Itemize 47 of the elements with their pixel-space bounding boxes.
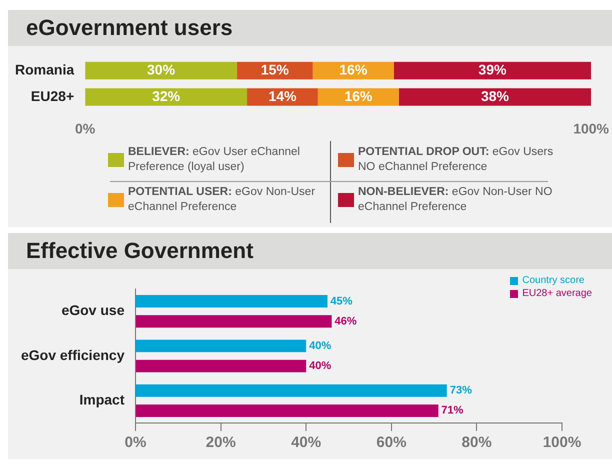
data-label: 40% [309, 340, 332, 352]
data-label: 15% [260, 61, 290, 78]
legend-label: Country score [522, 275, 584, 286]
y-tick-label: eGov use [61, 302, 125, 318]
data-label: 30% [147, 61, 176, 78]
x-tick-label: 0% [124, 434, 146, 452]
bar [136, 404, 438, 417]
data-label: 46% [334, 315, 357, 328]
legend-label: BELIEVER: eGov User eChannel Preference (loyal user) [128, 146, 300, 173]
chart-title: eGovernment users [8, 10, 612, 46]
data-label: 39% [478, 61, 507, 78]
bar [136, 315, 332, 328]
bar [394, 62, 592, 80]
bar [398, 88, 592, 106]
legend-label: EU28+ average [522, 288, 592, 299]
x-tick-label: 60% [376, 434, 406, 452]
data-label: 16% [339, 61, 368, 78]
y-tick-label: eGov efficiency [20, 346, 125, 363]
x-tick-label: 80% [462, 434, 492, 452]
x-tick-label: 20% [206, 434, 236, 452]
data-label: 73% [450, 384, 472, 397]
bar [136, 295, 328, 308]
data-label: 71% [441, 404, 464, 417]
bar [85, 62, 237, 80]
bar [318, 88, 399, 106]
legend-label: POTENTIAL DROP OUT: eGov Users NO eChannel Preference [358, 146, 554, 173]
y-tick-label: EU28+ [30, 88, 74, 104]
bar [136, 384, 447, 397]
bar [136, 360, 306, 372]
bar [247, 88, 318, 106]
data-label: 40% [309, 360, 332, 372]
data-label: 45% [330, 295, 353, 308]
bar [136, 340, 306, 352]
y-tick-label: Romania [15, 61, 74, 78]
legend-label: POTENTIAL USER: eGov Non-User eChannel Preference [128, 186, 316, 213]
data-label: 14% [268, 88, 298, 104]
data-label: 32% [152, 88, 181, 104]
bar [85, 88, 248, 106]
chart-title: Effective Government [8, 233, 612, 269]
legend-label: NON-BELIEVER: eGov Non-User NO eChannel Preference [358, 186, 552, 213]
y-tick-label: Impact [79, 392, 125, 408]
x-tick-label: 0% [75, 120, 96, 136]
x-tick-label: 40% [291, 434, 322, 452]
data-label: 38% [480, 88, 510, 104]
x-tick-label: 100% [573, 120, 610, 136]
data-label: 16% [344, 88, 373, 104]
x-tick-label: 100% [542, 434, 582, 452]
